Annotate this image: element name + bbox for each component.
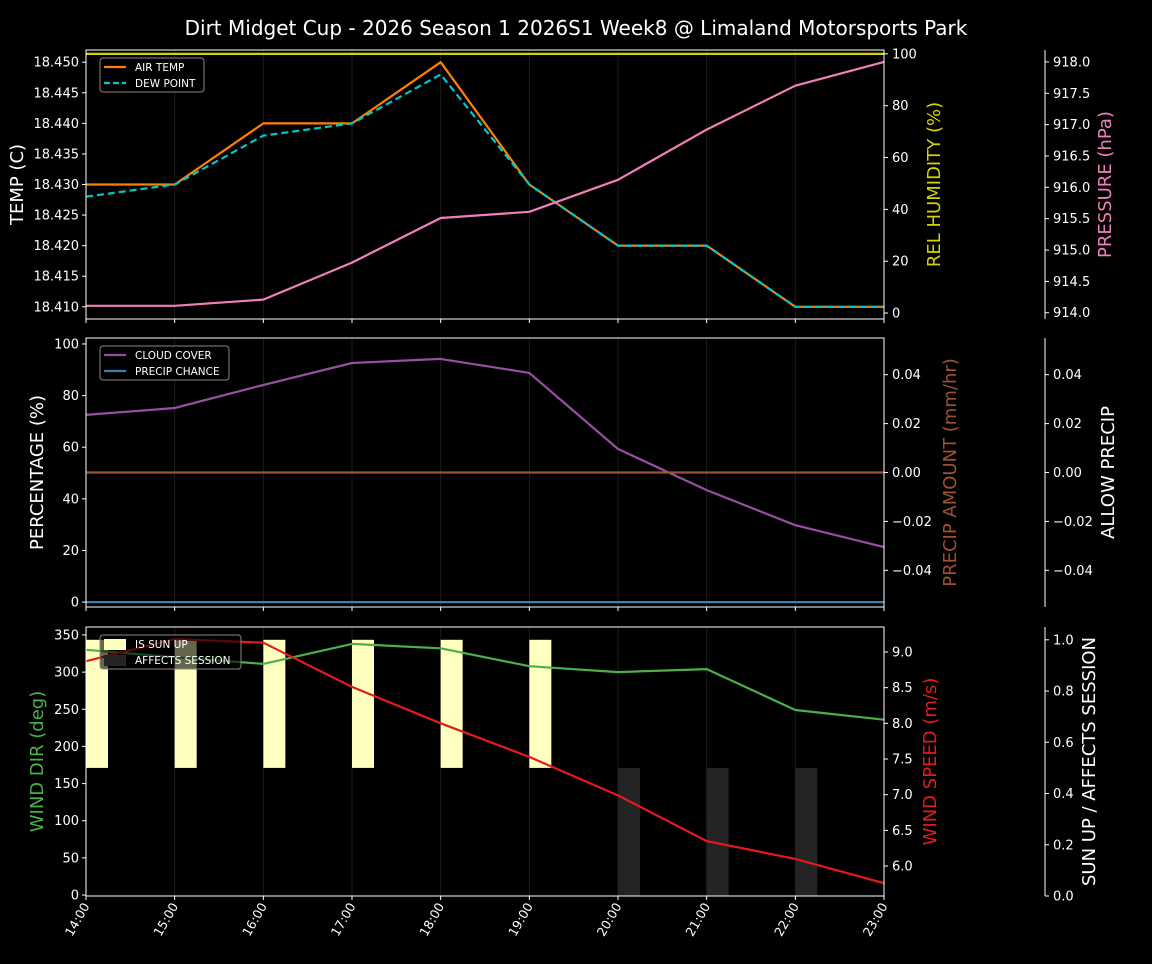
right1-tick-label: 0.02 <box>892 417 921 432</box>
y-tick-label: 60 <box>62 441 79 456</box>
legend-label: CLOUD COVER <box>135 350 212 362</box>
sun-up-bar <box>441 640 463 768</box>
right2-axis-title: SUN UP / AFFECTS SESSION <box>1079 637 1100 886</box>
right1-tick-label: 7.5 <box>892 753 913 768</box>
y-tick-label: 200 <box>54 740 79 755</box>
y-tick-label: 18.440 <box>34 117 80 132</box>
right2-tick-label: 0.2 <box>1053 838 1074 853</box>
right1-axis-title: PRECIP AMOUNT (mm/hr) <box>940 358 961 587</box>
right1-tick-label: 6.0 <box>892 860 913 875</box>
right1-tick-label: 80 <box>892 99 909 114</box>
affects-session-bar <box>618 768 640 896</box>
legend-label: AFFECTS SESSION <box>135 655 231 667</box>
y-tick-label: 0 <box>71 596 79 611</box>
y-axis-title: WIND DIR (deg) <box>27 691 48 833</box>
legend-label: IS SUN UP <box>135 639 188 651</box>
right2-tick-label: 0.6 <box>1053 736 1074 751</box>
right2-axis-title: PRESSURE (hPa) <box>1095 111 1116 258</box>
y-tick-label: 100 <box>54 814 79 829</box>
right2-tick-label: 918.0 <box>1053 55 1090 70</box>
legend-swatch <box>104 639 126 650</box>
y-tick-label: 350 <box>54 628 79 643</box>
right1-tick-label: −0.02 <box>892 515 932 530</box>
legend-label: PRECIP CHANCE <box>135 366 220 378</box>
legend: CLOUD COVER PRECIP CHANCE <box>100 346 229 380</box>
right1-tick-label: 60 <box>892 151 909 166</box>
y-tick-label: 18.435 <box>34 147 80 162</box>
right2-tick-label: 917.0 <box>1053 118 1090 133</box>
right2-tick-label: 0.00 <box>1053 466 1082 481</box>
legend: IS SUN UP AFFECTS SESSION <box>100 635 241 669</box>
sun-up-bar <box>352 640 374 768</box>
chart-title: Dirt Midget Cup - 2026 Season 1 2026S1 W… <box>185 16 968 40</box>
y-tick-label: 18.415 <box>34 270 80 285</box>
right1-tick-label: 8.0 <box>892 717 913 732</box>
right2-tick-label: 0.8 <box>1053 685 1074 700</box>
right1-tick-label: −0.04 <box>892 564 932 579</box>
right1-tick-label: 8.5 <box>892 681 913 696</box>
y-axis-title: PERCENTAGE (%) <box>27 395 48 550</box>
right2-tick-label: 914.5 <box>1053 275 1090 290</box>
y-axis-title: TEMP (C) <box>7 144 28 226</box>
y-tick-label: 18.420 <box>34 239 80 254</box>
right2-tick-label: 916.0 <box>1053 181 1090 196</box>
legend: AIR TEMP DEW POINT <box>100 58 204 92</box>
y-tick-label: 18.430 <box>34 178 80 193</box>
right2-axis-title: ALLOW PRECIP <box>1098 406 1119 539</box>
y-tick-label: 100 <box>54 337 79 352</box>
right2-tick-label: 916.5 <box>1053 149 1090 164</box>
right1-tick-label: 7.0 <box>892 788 913 803</box>
y-tick-label: 150 <box>54 777 79 792</box>
affects-session-bar <box>795 768 817 896</box>
right1-tick-label: 0.04 <box>892 368 921 383</box>
y-tick-label: 300 <box>54 666 79 681</box>
y-tick-label: 40 <box>62 492 79 507</box>
y-tick-label: 18.450 <box>34 56 80 71</box>
right2-tick-label: −0.02 <box>1053 515 1093 530</box>
y-tick-label: 20 <box>62 544 79 559</box>
legend-label: AIR TEMP <box>135 62 184 74</box>
right2-tick-label: 1.0 <box>1053 633 1074 648</box>
right1-tick-label: 0 <box>892 307 900 322</box>
y-tick-label: 18.425 <box>34 209 80 224</box>
right1-tick-label: 6.5 <box>892 824 913 839</box>
right2-tick-label: 915.5 <box>1053 212 1090 227</box>
affects-session-bar <box>707 768 729 896</box>
right2-tick-label: 0.02 <box>1053 417 1082 432</box>
right1-tick-label: 20 <box>892 255 909 270</box>
right1-axis-title: WIND SPEED (m/s) <box>920 678 941 846</box>
y-tick-label: 18.445 <box>34 86 80 101</box>
right2-tick-label: 0.04 <box>1053 368 1082 383</box>
y-tick-label: 80 <box>62 389 79 404</box>
legend-label: DEW POINT <box>135 78 196 90</box>
right2-tick-label: 917.5 <box>1053 87 1090 102</box>
right2-tick-label: 0.0 <box>1053 890 1074 905</box>
y-tick-label: 18.410 <box>34 300 80 315</box>
right1-tick-label: 100 <box>892 47 917 62</box>
sun-up-bar <box>529 640 551 768</box>
right1-tick-label: 9.0 <box>892 645 913 660</box>
right1-axis-title: REL HUMIDITY (%) <box>924 102 945 267</box>
right2-tick-label: −0.04 <box>1053 564 1093 579</box>
right2-tick-label: 915.0 <box>1053 244 1090 259</box>
right2-tick-label: 914.0 <box>1053 306 1090 321</box>
y-tick-label: 50 <box>62 851 79 866</box>
right1-tick-label: 0.00 <box>892 466 921 481</box>
legend-swatch <box>104 655 126 666</box>
right1-tick-label: 40 <box>892 203 909 218</box>
y-tick-label: 250 <box>54 703 79 718</box>
right2-tick-label: 0.4 <box>1053 787 1074 802</box>
